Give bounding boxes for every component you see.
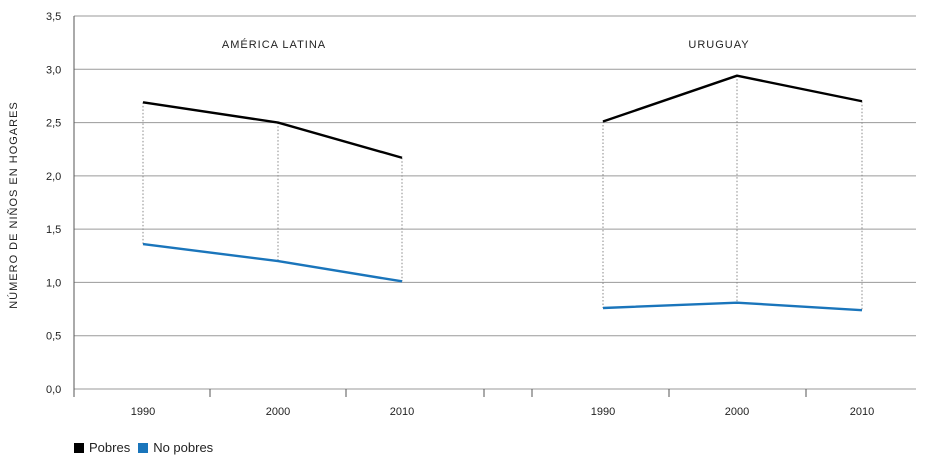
x-tick-label: 2000	[266, 406, 290, 418]
panel-title: URUGUAY	[688, 39, 749, 51]
series-line-pobres	[602, 74, 863, 123]
axis-layer	[73, 16, 807, 397]
legend-label-no-pobres: No pobres	[153, 440, 214, 455]
panel-title: AMÉRICA LATINA	[222, 38, 326, 51]
series-line-no-pobres	[602, 301, 863, 312]
x-tick-label: 2000	[725, 406, 749, 418]
legend: Pobres No pobres	[74, 440, 221, 455]
y-tick-label: 3,0	[46, 64, 61, 76]
y-tick-label: 1,0	[46, 277, 61, 289]
legend-swatch-no-pobres	[138, 442, 149, 453]
legend-label-pobres: Pobres	[89, 440, 131, 455]
y-tick-label: 3,5	[46, 11, 61, 23]
grid-layer	[74, 15, 916, 390]
series-line-no-pobres	[142, 242, 403, 283]
series-line-pobres	[142, 101, 403, 159]
series-layer	[142, 74, 863, 312]
x-tick-label: 1990	[591, 406, 615, 418]
y-tick-label: 1,5	[46, 224, 61, 236]
y-tick-label: 2,0	[46, 171, 61, 183]
y-tick-label: 2,5	[46, 118, 61, 130]
x-tick-label: 2010	[850, 406, 874, 418]
legend-swatch-pobres	[74, 442, 84, 453]
connector-layer	[142, 75, 863, 311]
x-tick-label: 1990	[131, 406, 155, 418]
x-tick-label: 2010	[390, 406, 414, 418]
label-layer: 0,0 0,5 1,0 1,5 2,0 2,5 3,0 3,5 AMÉRICA LATINA 19…	[46, 11, 874, 418]
legend-item-pobres: Pobres	[74, 440, 130, 455]
legend-item-no-pobres: No pobres	[138, 440, 213, 455]
y-axis-label: NÚMERO DE NIÑOS EN HOGARES	[7, 101, 20, 309]
y-tick-label: 0,0	[46, 384, 61, 396]
y-tick-label: 0,5	[46, 331, 61, 343]
